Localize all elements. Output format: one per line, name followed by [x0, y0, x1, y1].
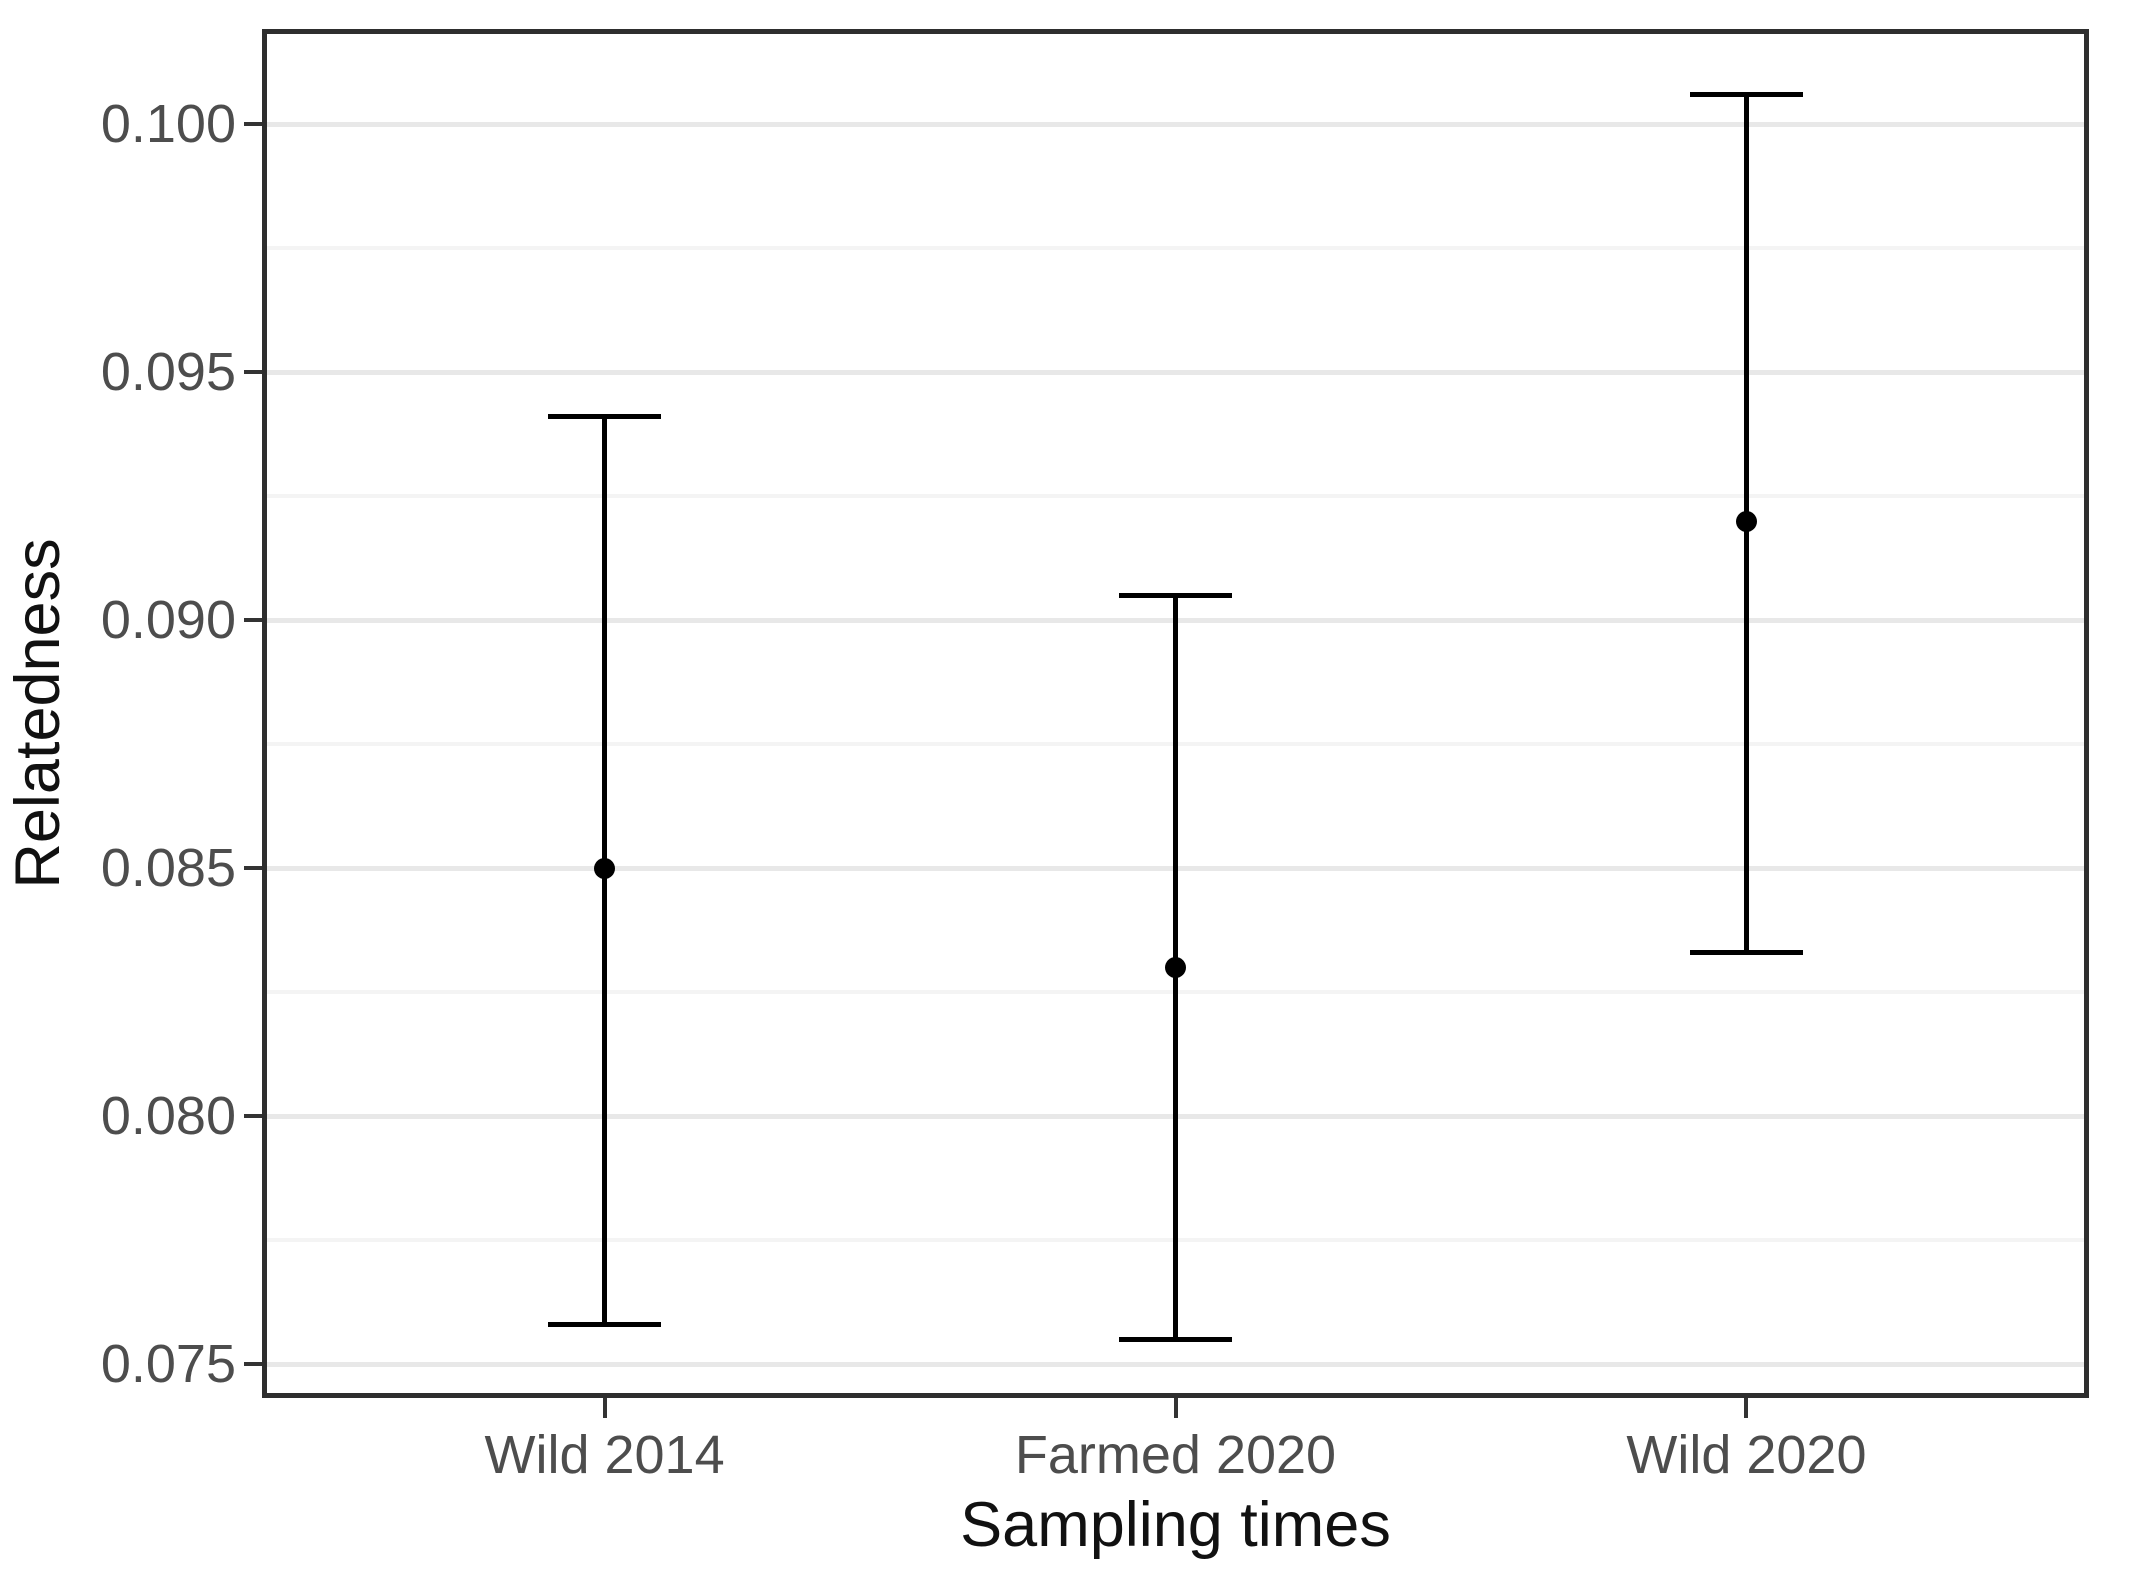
gridline-major: [262, 121, 2089, 127]
x-axis-tick: [602, 1398, 607, 1418]
x-axis-tick-label: Farmed 2020: [1014, 1425, 1337, 1485]
error-bar-cap-top: [548, 414, 662, 420]
gridline-minor: [262, 494, 2089, 499]
error-bar-cap-bottom: [1119, 1336, 1232, 1342]
gridline-major: [262, 369, 2089, 375]
y-axis-tick-label: 0.090: [100, 590, 236, 651]
y-axis-tick: [244, 618, 262, 623]
gridline-major: [262, 1361, 2089, 1367]
y-axis-tick: [244, 1362, 262, 1367]
y-axis-tick-label: 0.075: [100, 1334, 236, 1395]
error-bar-cap-top: [1689, 91, 1803, 97]
point-marker: [594, 857, 616, 879]
y-axis-tick-label: 0.095: [100, 342, 236, 403]
gridline-minor: [262, 246, 2089, 251]
x-axis-tick-label: Wild 2020: [1626, 1425, 1867, 1485]
y-axis-tick: [244, 866, 262, 871]
y-axis-tick: [244, 1114, 262, 1119]
y-axis-tick-label: 0.085: [100, 838, 236, 899]
y-axis-tick-label: 0.080: [100, 1086, 236, 1147]
y-axis-tick: [244, 122, 262, 127]
x-axis-tick-label: Wild 2014: [484, 1425, 725, 1485]
x-axis-title: Sampling times: [960, 1490, 1391, 1560]
error-bar-cap-top: [1119, 592, 1232, 598]
x-axis-tick: [1173, 1398, 1178, 1418]
error-bar-cap-bottom: [548, 1322, 662, 1328]
plot-panel: [262, 29, 2089, 1398]
x-axis-tick: [1744, 1398, 1749, 1418]
point-marker: [1735, 510, 1757, 532]
y-axis-tick: [244, 370, 262, 375]
y-axis-title: Relatedness: [3, 538, 73, 889]
error-bar-cap-bottom: [1689, 950, 1803, 956]
point-marker: [1165, 956, 1186, 978]
y-axis-tick-label: 0.100: [100, 94, 236, 155]
